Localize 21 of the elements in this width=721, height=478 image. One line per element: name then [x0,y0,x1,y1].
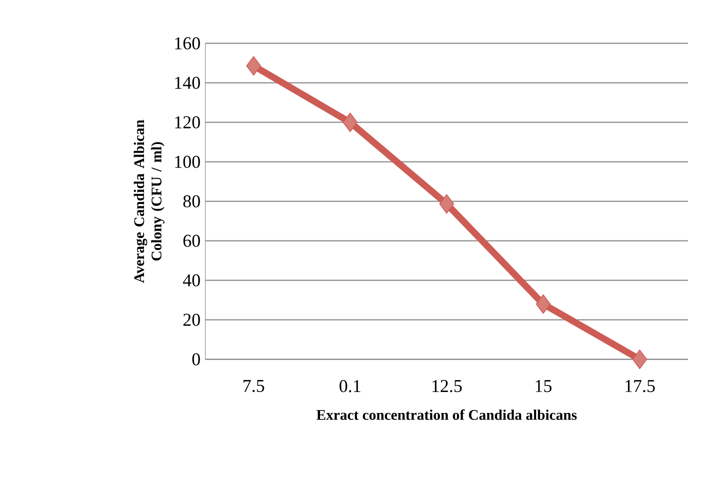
x-tick-label: 7.5 [244,380,264,392]
point [439,194,454,214]
y-axis-title: Average Candida Albican Colony (CFU / ml) [134,120,164,283]
point [632,350,648,370]
y-tick-label: 120 [175,116,200,128]
x-tick-label: 15 [536,380,552,392]
y-tick-label: 40 [182,274,200,286]
x-axis-title: Exract concentration of Candida albicans [316,409,577,420]
point [536,294,551,314]
y-tick-label: 0 [192,353,200,366]
x-tick-label: 0.1 [340,380,360,392]
y-tick-label: 20 [183,314,200,326]
point [342,112,358,132]
y-tick-label: 140 [175,76,200,89]
x-tick-label: 17.5 [626,380,655,392]
y-tick-label: 60 [183,234,200,247]
point [246,56,262,76]
x-tick-label: 12.5 [432,380,462,392]
y-tick-label: 80 [183,195,200,208]
y-tick-label: 160 [175,37,200,50]
y-tick-label: 100 [175,156,200,168]
